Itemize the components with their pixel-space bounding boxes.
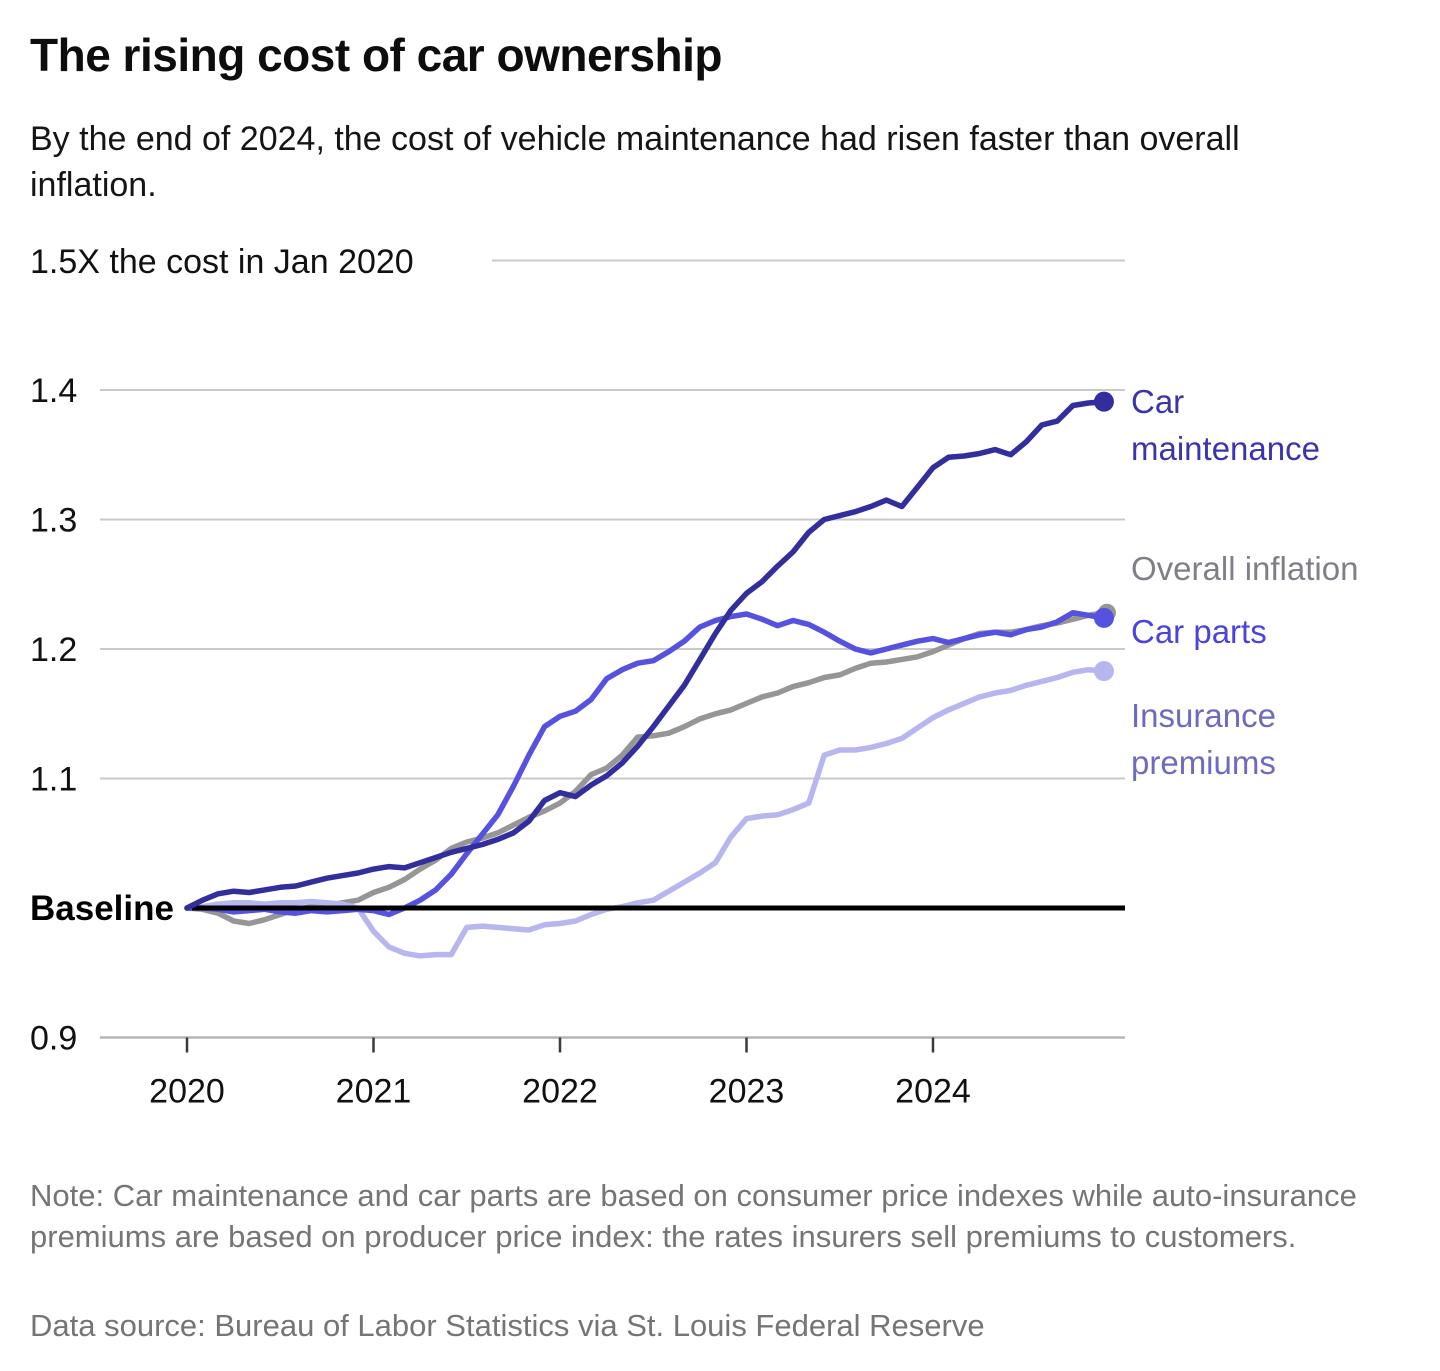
y-tick-label: 1.1 bbox=[30, 761, 77, 799]
end-dot-insurance-premiums bbox=[1093, 661, 1114, 682]
y-tick-label: 1.2 bbox=[30, 631, 77, 669]
top-axis-label: 1.5X the cost in Jan 2020 bbox=[30, 243, 414, 281]
series-line-car-maintenance bbox=[184, 398, 1107, 911]
chart-subtitle: By the end of 2024, the cost of vehicle … bbox=[30, 120, 1240, 205]
x-tick-label: 2021 bbox=[336, 1073, 412, 1111]
series-label-insurance-premiums: Insurance premiums bbox=[1131, 697, 1276, 781]
y-tick-label: 1.4 bbox=[30, 372, 77, 410]
x-tick-label: 2023 bbox=[709, 1073, 785, 1111]
y-tick-label: 1.3 bbox=[30, 502, 77, 540]
series-label-car-parts: Car parts bbox=[1131, 613, 1267, 650]
series-line-car-parts bbox=[184, 609, 1107, 918]
x-tick-label: 2024 bbox=[895, 1073, 971, 1111]
y-tick-label: 0.9 bbox=[30, 1020, 77, 1058]
chart-note: Note: Car maintenance and car parts are … bbox=[30, 1178, 1357, 1254]
series-label-car-maintenance: Car maintenance bbox=[1131, 383, 1320, 467]
baseline-label: Baseline bbox=[30, 889, 174, 928]
chart-source: Data source: Bureau of Labor Statistics … bbox=[30, 1308, 985, 1343]
chart-title: The rising cost of car ownership bbox=[30, 29, 723, 81]
end-dot-car-maintenance bbox=[1093, 391, 1114, 412]
series-label-overall-inflation: Overall inflation bbox=[1131, 550, 1359, 587]
x-tick-label: 2022 bbox=[522, 1073, 598, 1111]
series-line-insurance-premiums bbox=[184, 666, 1107, 959]
end-dot-car-parts bbox=[1093, 607, 1114, 628]
x-tick-label: 2020 bbox=[149, 1073, 225, 1111]
